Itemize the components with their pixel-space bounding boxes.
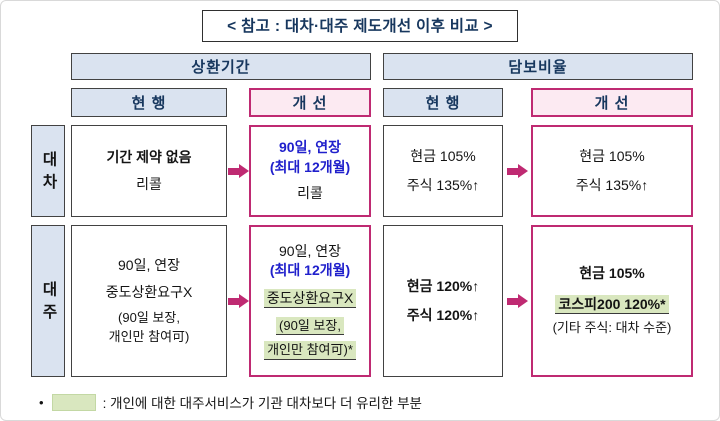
footnote-bullet: • bbox=[39, 394, 44, 410]
cell-line: (기타 주식: 대차 수준) bbox=[552, 320, 672, 336]
cell-line: 중도상환요구X bbox=[105, 283, 193, 300]
cell-line-highlighted: (90일 보장, bbox=[276, 317, 344, 336]
right-arrow-icon bbox=[227, 293, 249, 309]
cell-line: 주식 135%↑ bbox=[575, 177, 649, 193]
cell-line: (최대 12개월) bbox=[269, 158, 351, 175]
cell-daecha-collateral-improved: 현금 105% 주식 135%↑ bbox=[531, 125, 693, 217]
cell-line-highlighted: 코스피200 120%* bbox=[555, 294, 669, 315]
arrow-cell bbox=[503, 225, 531, 377]
cell-line-highlighted: 중도상환요구X bbox=[263, 288, 357, 308]
cell-line: 현금 105% bbox=[410, 147, 476, 164]
row-label-daecha: 대차 bbox=[31, 125, 65, 217]
cell-line: 개인만 참여可) bbox=[108, 328, 190, 344]
cell-daeju-repayment-current: 90일, 연장 중도상환요구X (90일 보장, 개인만 참여可) bbox=[71, 225, 227, 377]
cell-line: 기간 제약 없음 bbox=[106, 149, 192, 165]
cell-daeju-collateral-improved: 현금 105% 코스피200 120%* (기타 주식: 대차 수준) bbox=[531, 225, 693, 377]
cell-line: 리콜 bbox=[136, 175, 162, 192]
comparison-table: 상환기간 담보비율 현 행 개 선 현 행 개 선 대차 대주 기간 제약 없음… bbox=[31, 53, 719, 377]
cell-daeju-repayment-improved: 90일, 연장 (최대 12개월) 중도상환요구X (90일 보장, 개인만 참… bbox=[249, 225, 371, 377]
arrow-cell bbox=[503, 125, 531, 217]
cell-line: 현금 105% bbox=[579, 265, 645, 282]
subheader-repayment-current: 현 행 bbox=[71, 88, 227, 117]
figure-title: < 참고 : 대차·대주 제도개선 이후 비교 > bbox=[202, 10, 518, 42]
header-repayment-period: 상환기간 bbox=[71, 53, 371, 80]
cell-line: 90일, 연장 bbox=[118, 257, 180, 274]
subheader-collateral-improved: 개 선 bbox=[531, 88, 693, 117]
subheader-collateral-current: 현 행 bbox=[383, 88, 503, 117]
subheader-repayment-improved: 개 선 bbox=[249, 88, 371, 117]
right-arrow-icon bbox=[227, 163, 249, 179]
right-arrow-icon bbox=[506, 163, 528, 179]
cell-line: 주식 135%↑ bbox=[406, 177, 480, 193]
cell-daecha-repayment-improved: 90일, 연장 (최대 12개월) 리콜 bbox=[249, 125, 371, 217]
row-label-daeju: 대주 bbox=[31, 225, 65, 377]
cell-daecha-repayment-current: 기간 제약 없음 리콜 bbox=[71, 125, 227, 217]
cell-line: 현금 120%↑ bbox=[406, 277, 480, 294]
arrow-cell bbox=[227, 125, 249, 217]
cell-daecha-collateral-current: 현금 105% 주식 135%↑ bbox=[383, 125, 503, 217]
cell-line: 90일, 연장 bbox=[279, 242, 341, 259]
cell-line: 90일, 연장 bbox=[279, 139, 341, 156]
cell-line-highlighted: 개인만 참여可)* bbox=[264, 341, 356, 360]
arrow-cell bbox=[227, 225, 249, 377]
header-collateral-ratio: 담보비율 bbox=[383, 53, 693, 80]
footnote: • : 개인에 대한 대주서비스가 기관 대차보다 더 유리한 부분 bbox=[39, 392, 719, 412]
footnote-text: : 개인에 대한 대주서비스가 기관 대차보다 더 유리한 부분 bbox=[102, 396, 422, 411]
cell-line: (90일 보장, bbox=[118, 310, 180, 326]
cell-line: 주식 120%↑ bbox=[406, 307, 480, 323]
cell-line: 리콜 bbox=[297, 185, 323, 202]
cell-line: 현금 105% bbox=[579, 147, 645, 164]
highlight-legend-swatch bbox=[51, 393, 96, 411]
right-arrow-icon bbox=[506, 293, 528, 309]
title-row: < 참고 : 대차·대주 제도개선 이후 비교 > bbox=[1, 1, 719, 42]
cell-line: (최대 12개월) bbox=[269, 262, 351, 278]
cell-daeju-collateral-current: 현금 120%↑ 주식 120%↑ bbox=[383, 225, 503, 377]
